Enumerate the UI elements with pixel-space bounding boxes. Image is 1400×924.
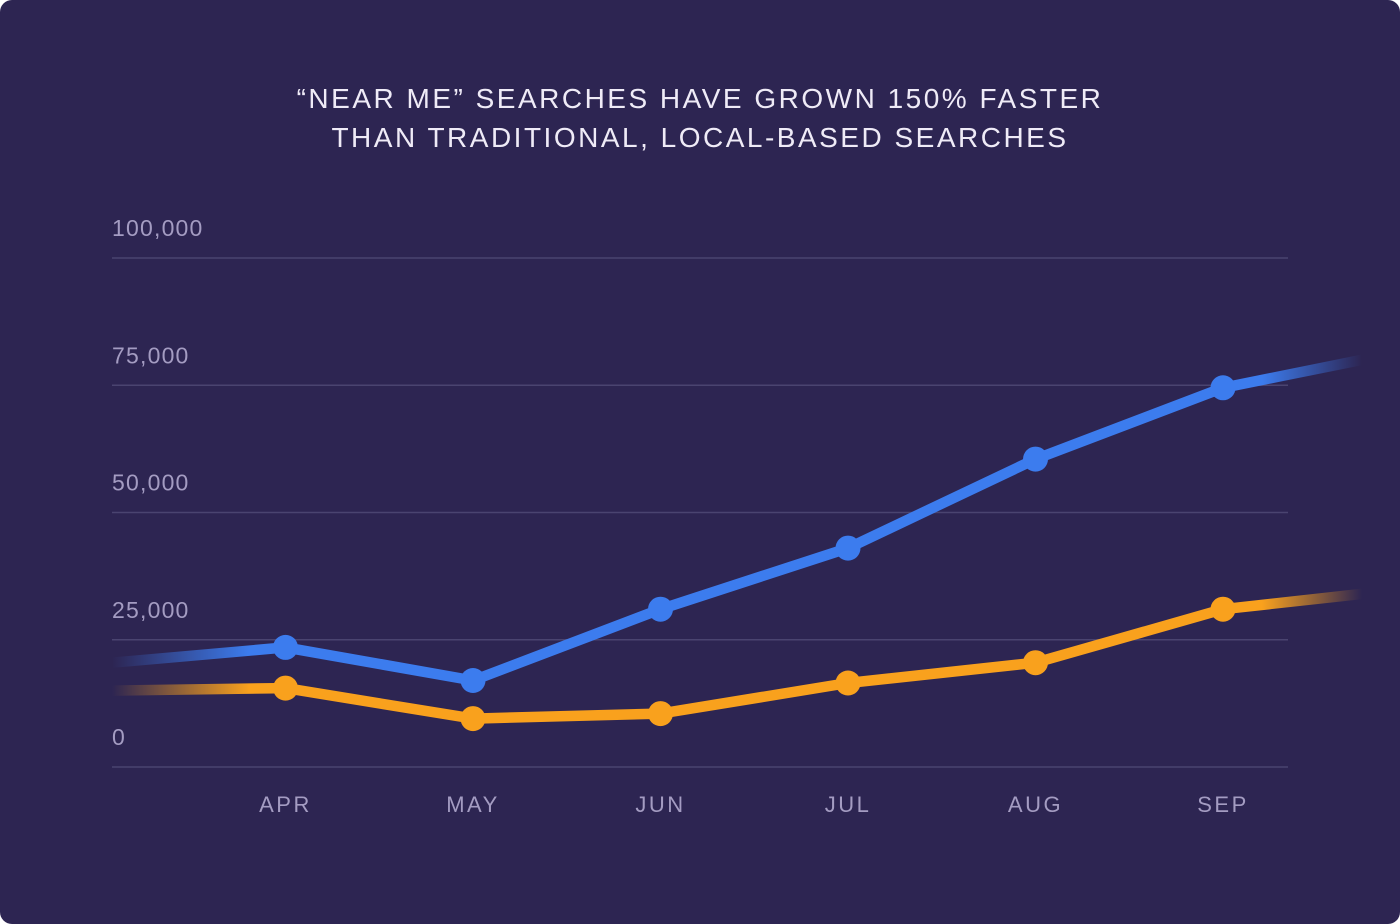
traditional-local-searches-point-sep [1210,596,1236,622]
x-axis-label-jun: JUN [635,792,685,817]
near-me-searches-point-sep [1210,375,1236,401]
y-axis-label-75000: 75,000 [112,342,190,368]
near-me-searches-point-may [460,668,486,693]
near-me-searches-point-jul [835,535,861,561]
x-axis-label-sep: SEP [1197,792,1249,817]
chart-title-line2: THAN TRADITIONAL, LOCAL-BASED SEARCHES [331,122,1069,153]
traditional-local-searches-point-jul [835,670,861,696]
traditional-local-searches-point-aug [1023,650,1048,676]
y-axis-label-25000: 25,000 [112,597,190,623]
chart-title: “NEAR ME” SEARCHES HAVE GROWN 150% FASTE… [0,79,1400,157]
near-me-searches-point-aug [1023,446,1048,472]
traditional-local-searches-point-jun [648,701,673,727]
near-me-searches-point-apr [273,634,298,660]
chart-title-line1: “NEAR ME” SEARCHES HAVE GROWN 150% FASTE… [296,83,1104,114]
traditional-local-searches-point-apr [273,675,298,701]
near-me-searches-line [111,354,1364,686]
y-axis-label-50000: 50,000 [112,470,190,496]
x-axis-label-apr: APR [259,792,312,817]
x-axis-label-jul: JUL [825,792,872,817]
traditional-local-searches-point-may [460,706,486,732]
traditional-local-searches-line [111,588,1363,724]
x-axis-label-aug: AUG [1008,792,1063,817]
x-axis-label-may: MAY [446,792,500,817]
y-axis-label-0: 0 [112,724,126,750]
near-me-searches-point-jun [648,596,673,622]
y-axis-label-100000: 100,000 [112,215,204,241]
